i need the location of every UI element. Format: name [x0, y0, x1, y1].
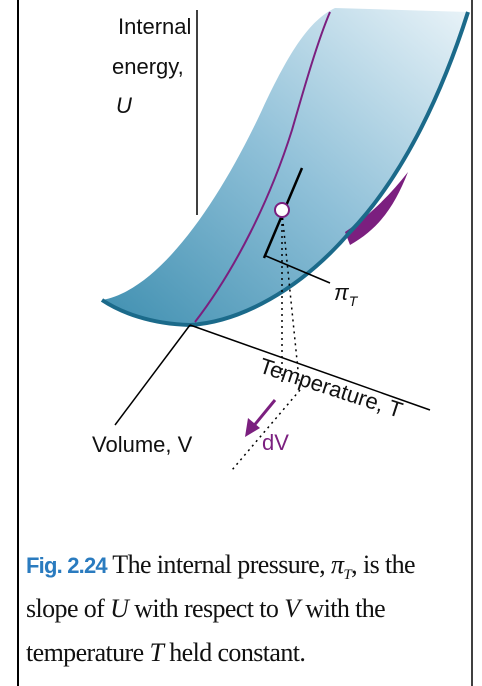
caption-text: temperature [26, 638, 149, 667]
u-label: U [116, 93, 132, 118]
pi-symbol: π [334, 280, 350, 305]
caption-text: slope of [26, 594, 110, 623]
caption-text: with the [300, 594, 386, 623]
dv-label: dV [262, 430, 289, 455]
u-label: energy, [112, 54, 184, 79]
u-label: Internal [118, 14, 191, 39]
figure: Internal energy, U πT Temperature, T Vol… [0, 0, 482, 686]
point [275, 203, 289, 217]
caption-symbol: π [331, 550, 343, 579]
caption-symbol: T [343, 567, 351, 583]
caption-text: , is the [351, 550, 415, 579]
v-axis [115, 325, 190, 425]
caption-text: The internal pressure, [112, 550, 331, 579]
caption-symbol: T [149, 638, 163, 667]
figure-number: Fig. 2.24 [26, 553, 107, 578]
caption-line: slope of U with respect to V with the [26, 594, 385, 624]
caption-line: Fig. 2.24 The internal pressure, πT, is … [26, 550, 415, 584]
caption-text: held constant. [163, 638, 305, 667]
dv-arrow [252, 400, 275, 428]
temperature-label: Temperature, T [256, 353, 405, 423]
pi-label: πT [334, 280, 359, 309]
pi-subscript: T [349, 293, 359, 309]
caption-symbol: V [284, 594, 299, 623]
caption-line: temperature T held constant. [26, 638, 305, 668]
volume-label: Volume, V [92, 432, 193, 457]
caption-text: with respect to [128, 594, 284, 623]
caption-symbol: U [110, 594, 128, 623]
